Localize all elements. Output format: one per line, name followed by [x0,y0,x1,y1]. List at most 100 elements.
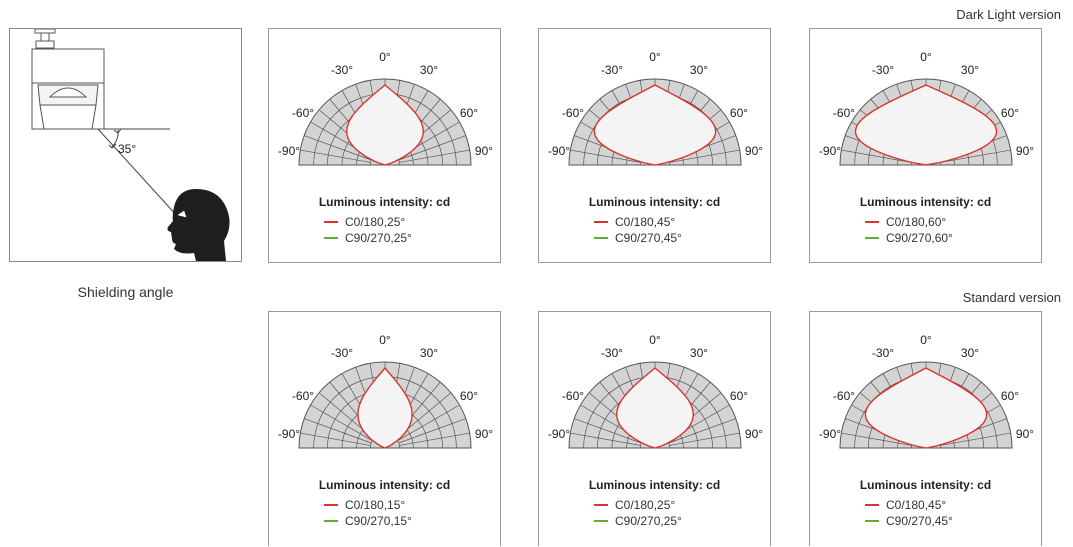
shielding-caption: Shielding angle [77,284,174,300]
legend-label: C0/180,25° [345,215,406,229]
curve-c0-180 [345,84,425,166]
angle-label: 90° [1016,144,1034,158]
angle-label: 90° [745,427,763,441]
curve-c0-180 [864,367,988,449]
polar-grid-spoke [940,149,1011,163]
curve-c0-180 [357,366,413,449]
angle-label: -30° [872,346,894,360]
angle-label: -30° [872,63,894,77]
angle-label: 30° [961,346,979,360]
angle-label: 0° [920,50,932,64]
angle-label: -90° [278,144,300,158]
legend-item-c0-180: C0/180,60° [865,215,946,229]
legend-item-c90-270: C90/270,15° [324,514,412,528]
angle-label: 0° [649,333,661,347]
polar-diagram-panel: 0° -30° 30° -60° 60° -90° 90° Luminous intensit… [268,311,501,546]
legend-item-c90-270: C90/270,45° [594,231,682,245]
polar-diagram-panel: 0° -30° 30° -60° 60° -90° 90° Luminous intensit… [268,28,501,263]
angle-label: 90° [1016,427,1034,441]
polar-diagram: 0° -30° 30° -60° 60° -90° 90° [548,333,763,449]
polar-grid-spoke [300,432,371,446]
legend-item-c0-180: C0/180,45° [865,498,946,512]
section-title-standard: Standard version [962,290,1061,305]
angle-label: 30° [690,63,708,77]
polar-grid-spoke [841,149,912,163]
polar-diagram: 0° -30° 30° -60° 60° -90° 90° [819,50,1034,166]
shielding-angle-diagram: 35° [9,28,242,262]
legend-label: C90/270,15° [345,514,412,528]
legend-title: Luminous intensity: cd [588,478,721,492]
angle-label: 60° [730,106,748,120]
angle-label: 60° [730,389,748,403]
shielding-illustration: 35° [31,28,230,261]
polar-grid-spoke [841,432,912,446]
angle-label: 60° [1001,389,1019,403]
polar-grid-spoke [668,418,736,444]
polar-grid-spoke [300,149,371,163]
legend-item-c0-180: C0/180,25° [324,215,405,229]
angle-label: 30° [420,346,438,360]
polar-diagram: 0° -30° 30° -60° 60° -90° 90° [548,50,763,166]
legend-swatch [594,503,608,506]
legend-swatch [594,519,608,522]
angle-label: 60° [460,106,478,120]
angle-label: -30° [331,63,353,77]
angle-label: -30° [601,63,623,77]
polar-grid-spoke [398,135,466,161]
legend-label: C0/180,45° [615,215,676,229]
angle-label: -60° [833,389,855,403]
angle-label: 0° [379,333,391,347]
angle-label: -30° [331,346,353,360]
legend-label: C90/270,25° [615,514,682,528]
legend-item-c0-180: C0/180,25° [594,498,675,512]
polar-grid-spoke [669,149,740,163]
legend-swatch [594,220,608,223]
angle-label: 60° [460,389,478,403]
angle-label: 90° [475,144,493,158]
angle-label: -90° [819,427,841,441]
polar-grid-spoke [574,418,642,444]
legend-item-c0-180: C0/180,45° [594,215,675,229]
legend-label: C0/180,15° [345,498,406,512]
polar-diagram-panel: 0° -30° 30° -60° 60° -90° 90° Luminous intensit… [809,311,1042,546]
polar-diagram-panel: 0° -30° 30° -60° 60° -90° 90° Luminous intensit… [538,311,771,546]
curve-c0-180 [854,84,998,166]
legend-item-c90-270: C90/270,45° [865,514,953,528]
polar-diagram: 0° -30° 30° -60° 60° -90° 90° [278,50,493,166]
angle-label: 30° [961,63,979,77]
polar-grid-spoke [570,149,641,163]
angle-label: 0° [379,50,391,64]
angle-label: 90° [745,144,763,158]
legend-label: C90/270,25° [345,231,412,245]
legend-swatch [324,519,338,522]
polar-grid-spoke [399,432,470,446]
angle-label: -30° [601,346,623,360]
legend-title: Luminous intensity: cd [588,195,721,209]
legend-swatch [324,503,338,506]
legend-title: Luminous intensity: cd [859,478,992,492]
legend-swatch [865,236,879,239]
legend-item-c90-270: C90/270,25° [594,514,682,528]
polar-grid-spoke [310,404,373,441]
angle-label: -60° [562,106,584,120]
viewer-head-icon [167,189,230,261]
eye-icon [177,210,187,218]
legend-swatch [594,236,608,239]
angle-label: 90° [475,427,493,441]
angle-label: 0° [649,50,661,64]
angle-label: -60° [833,106,855,120]
angle-label: -90° [548,144,570,158]
legend-label: C0/180,60° [886,215,947,229]
legend-title: Luminous intensity: cd [318,478,451,492]
legend-label: C0/180,25° [615,498,676,512]
polar-diagram: 0° -30° 30° -60° 60° -90° 90° [278,333,493,449]
angle-label: 60° [1001,106,1019,120]
legend-item-c90-270: C90/270,60° [865,231,953,245]
legend-swatch [865,503,879,506]
polar-grid-spoke [398,418,466,444]
legend-item-c0-180: C0/180,15° [324,498,405,512]
legend-swatch [865,220,879,223]
polar-grid-spoke [397,404,460,441]
curve-c0-180 [615,367,695,449]
angle-label: 30° [420,63,438,77]
